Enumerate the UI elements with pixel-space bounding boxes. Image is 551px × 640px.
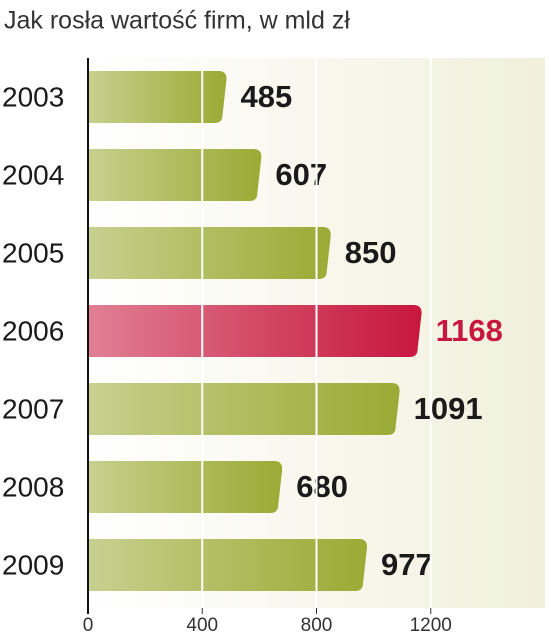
y-tick-label: 2009 <box>2 549 64 580</box>
value-label: 850 <box>345 235 397 270</box>
value-label: 1168 <box>436 313 503 348</box>
bar <box>88 227 331 279</box>
bar <box>88 539 368 591</box>
bar <box>88 305 422 357</box>
bar <box>88 461 283 513</box>
chart-title: Jak rosła wartość firm, w mld zł <box>4 7 350 35</box>
x-tick-label: 1200 <box>410 615 452 636</box>
y-tick-label: 2004 <box>2 159 64 190</box>
x-tick-label: 400 <box>186 615 218 636</box>
bar <box>88 383 400 435</box>
bar <box>88 149 262 201</box>
y-tick-label: 2006 <box>2 315 64 346</box>
y-tick-label: 2003 <box>2 81 64 112</box>
value-label: 1091 <box>414 391 483 426</box>
bar <box>88 71 227 123</box>
y-tick-label: 2005 <box>2 237 64 268</box>
value-label: 977 <box>381 547 433 582</box>
value-label: 680 <box>296 469 348 504</box>
value-label: 607 <box>275 157 327 192</box>
value-label: 485 <box>241 79 293 114</box>
x-tick-label: 800 <box>301 615 333 636</box>
x-tick-label: 0 <box>83 615 94 636</box>
y-tick-label: 2007 <box>2 393 64 424</box>
bars <box>88 71 422 591</box>
y-tick-label: 2008 <box>2 471 64 502</box>
